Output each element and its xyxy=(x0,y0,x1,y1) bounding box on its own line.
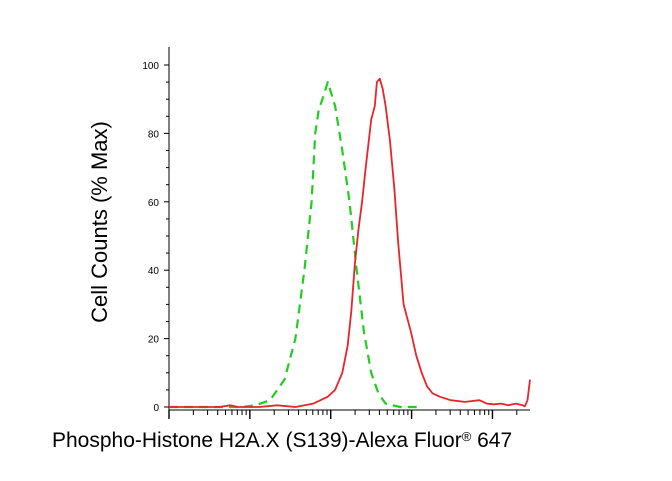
y-tick-label: 0 xyxy=(153,403,159,414)
x-axis-title-superscript: ® xyxy=(462,429,472,444)
sample-histogram-line xyxy=(169,77,531,408)
y-tick-label: 100 xyxy=(142,61,159,72)
series-layer xyxy=(169,77,531,409)
y-axis-title: Cell Counts (% Max) xyxy=(87,121,112,323)
y-tick-label: 40 xyxy=(148,266,160,277)
x-axis-title-suffix: 647 xyxy=(471,429,512,452)
y-tick-label: 20 xyxy=(148,335,160,346)
control-histogram-line xyxy=(169,80,422,409)
y-tick-label: 60 xyxy=(148,198,160,209)
x-axis xyxy=(168,409,530,419)
x-axis-title: Phospho-Histone H2A.X (S139)-Alexa Fluor… xyxy=(52,429,512,452)
y-tick-label: 80 xyxy=(148,129,160,140)
x-axis-title-main: Phospho-Histone H2A.X (S139)-Alexa Fluor xyxy=(52,429,462,452)
y-axis: 0 20 40 60 80 100 xyxy=(142,47,170,414)
